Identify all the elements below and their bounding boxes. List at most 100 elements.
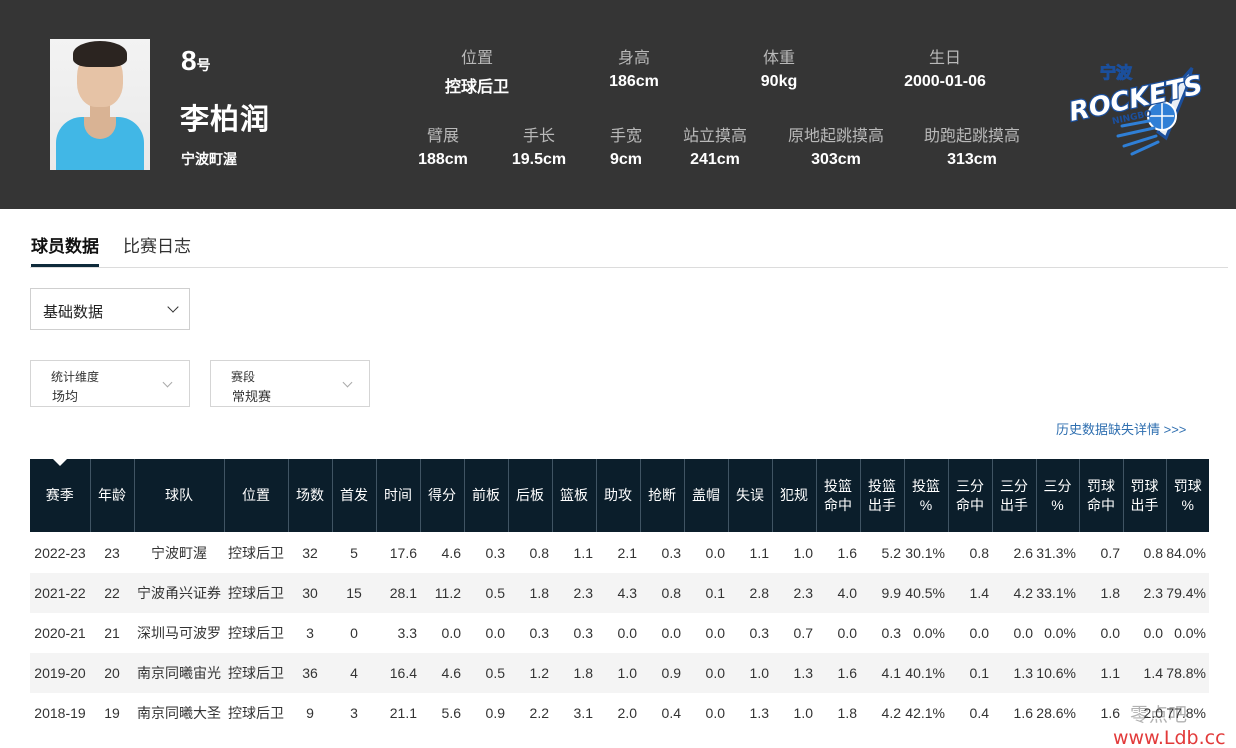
- cell-fg-att: 4.1: [860, 653, 904, 693]
- cell-assists: 1.0: [596, 653, 640, 693]
- cell-three-made: 0.8: [969, 544, 989, 561]
- cell-off-reb: 0.3: [485, 544, 505, 561]
- header-turnovers[interactable]: 失误: [728, 459, 773, 532]
- table-row: 2020-21 21 深圳马可波罗 控球后卫 3 0 3.3 0.0 0.0 0.3 0.3 0.0 0…: [30, 613, 1209, 653]
- header-position[interactable]: 位置: [224, 459, 289, 532]
- chevron-down-icon: [162, 377, 173, 388]
- header-fg-pct[interactable]: 投篮%: [904, 459, 949, 532]
- watermark-overlay: 零点吧: [1130, 704, 1188, 726]
- tab-bar: 球员数据 比赛日志: [30, 230, 1228, 268]
- header-blocks[interactable]: 盖帽: [684, 459, 729, 532]
- cell-three-att: 0.0: [1013, 625, 1033, 641]
- attr-wingspan: 臂展 188cm: [418, 128, 468, 168]
- cell-team: 深圳马可波罗: [137, 625, 221, 641]
- header-three-made[interactable]: 三分 命中: [948, 459, 993, 532]
- cell-games: 30: [288, 573, 332, 613]
- cell-games: 9: [306, 705, 314, 721]
- header-games[interactable]: 场数: [288, 459, 333, 532]
- tab-game-log[interactable]: 比赛日志: [123, 237, 191, 256]
- cell-points: 4.6: [441, 544, 461, 561]
- cell-off-reb: 0.0: [485, 625, 505, 641]
- cell-fg-pct: 40.5%: [904, 573, 948, 613]
- header-points[interactable]: 得分: [420, 459, 465, 532]
- cell-rebounds: 3.1: [573, 705, 593, 721]
- history-missing-link[interactable]: 历史数据缺失详情 >>>: [1056, 422, 1187, 437]
- table-row: 2022-23 23 宁波町渥 控球后卫 32 5 17.6 4.6 0.3 0.8 1.1 2.1 0…: [30, 532, 1209, 573]
- cell-minutes: 28.1: [376, 573, 420, 613]
- player-team: 宁波町渥: [181, 151, 237, 167]
- cell-season: 2022-23: [34, 544, 86, 561]
- watermark: www.Ldb.cc: [1113, 727, 1226, 748]
- attr-standing-vertical: 原地起跳摸高 303cm: [787, 128, 884, 168]
- cell-age: 21: [104, 625, 120, 641]
- cell-team: 南京同曦宙光: [134, 653, 224, 693]
- cell-rebounds: 2.3: [552, 573, 596, 613]
- rocket-icon: [1116, 67, 1194, 156]
- cell-fouls: 0.7: [793, 625, 813, 641]
- cell-off-reb: 0.9: [485, 705, 505, 721]
- sort-indicator: [53, 459, 67, 466]
- cell-steals: 0.3: [661, 544, 681, 561]
- cell-starts: 5: [350, 544, 358, 561]
- cell-def-reb: 2.2: [529, 705, 549, 721]
- cell-fouls: 1.0: [793, 705, 813, 721]
- header-fg-made[interactable]: 投篮 命中: [816, 459, 861, 532]
- tab-player-stats[interactable]: 球员数据: [31, 232, 99, 267]
- header-starts[interactable]: 首发: [332, 459, 377, 532]
- cell-turnovers: 0.3: [749, 625, 769, 641]
- header-def-reb[interactable]: 后板: [508, 459, 553, 532]
- cell-ft-pct: 0.0%: [1174, 625, 1206, 641]
- header-three-att[interactable]: 三分 出手: [992, 459, 1037, 532]
- cell-fg-made: 1.6: [816, 653, 860, 693]
- cell-three-att: 2.6: [1013, 544, 1033, 561]
- season-stage-select[interactable]: 赛段 常规赛: [210, 360, 370, 407]
- header-off-reb[interactable]: 前板: [464, 459, 509, 532]
- header-minutes[interactable]: 时间: [376, 459, 421, 532]
- cell-season: 2021-22: [30, 573, 90, 613]
- player-photo: [50, 39, 150, 170]
- header-fouls[interactable]: 犯规: [772, 459, 817, 532]
- cell-games: 36: [288, 653, 332, 693]
- cell-fouls: 1.3: [772, 653, 816, 693]
- cell-fg-att: 9.9: [860, 573, 904, 613]
- cell-three-att: 4.2: [992, 573, 1036, 613]
- cell-assists: 0.0: [617, 625, 637, 641]
- header-ft-att[interactable]: 罚球 出手: [1123, 459, 1167, 532]
- header-ft-made[interactable]: 罚球 命中: [1079, 459, 1124, 532]
- cell-season: 2018-19: [34, 705, 86, 721]
- header-team[interactable]: 球队: [134, 459, 225, 532]
- cell-fg-att: 0.3: [881, 625, 901, 641]
- header-rebounds[interactable]: 篮板: [552, 459, 597, 532]
- header-assists[interactable]: 助攻: [596, 459, 641, 532]
- cell-blocks: 0.0: [705, 625, 725, 641]
- stat-dimension-select[interactable]: 统计维度 场均: [30, 360, 190, 407]
- cell-position: 控球后卫: [228, 544, 284, 561]
- cell-three-pct: 0.0%: [1044, 625, 1076, 641]
- cell-assists: 4.3: [596, 573, 640, 613]
- cell-ft-att: 1.4: [1123, 653, 1166, 693]
- header-fg-att[interactable]: 投篮 出手: [860, 459, 905, 532]
- cell-age: 22: [90, 573, 134, 613]
- cell-three-att: 1.3: [992, 653, 1036, 693]
- cell-fg-att: 4.2: [881, 705, 901, 721]
- cell-ft-pct: 78.8%: [1166, 653, 1209, 693]
- cell-position: 控球后卫: [228, 705, 284, 721]
- cell-minutes: 17.6: [389, 544, 417, 561]
- cell-team: 宁波甬兴证券: [134, 573, 224, 613]
- cell-position: 控球后卫: [224, 573, 288, 613]
- cell-fg-pct: 30.1%: [905, 544, 945, 561]
- header-ft-pct[interactable]: 罚球%: [1166, 459, 1209, 532]
- header-age[interactable]: 年龄: [90, 459, 135, 532]
- attr-birthday: 生日 2000-01-06: [904, 50, 986, 90]
- cell-steals: 0.8: [640, 573, 684, 613]
- header-three-pct[interactable]: 三分%: [1036, 459, 1080, 532]
- header-steals[interactable]: 抢断: [640, 459, 685, 532]
- cell-assists: 2.0: [617, 705, 637, 721]
- header-season[interactable]: 赛季: [30, 459, 91, 532]
- cell-fg-pct: 42.1%: [905, 705, 945, 721]
- cell-fg-pct: 0.0%: [913, 625, 945, 641]
- cell-fg-made: 1.8: [837, 705, 857, 721]
- data-type-select[interactable]: 基础数据: [30, 288, 190, 330]
- attr-hand-width: 手宽 9cm: [609, 128, 643, 168]
- table-row: 2018-19 19 南京同曦大圣 控球后卫 9 3 21.1 5.6 0.9 2.2 3.1 2.0…: [30, 693, 1209, 733]
